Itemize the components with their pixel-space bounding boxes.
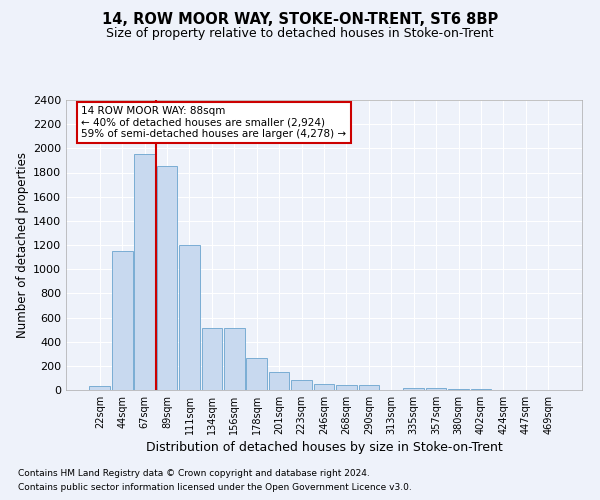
Bar bbox=[89, 386, 110, 390]
X-axis label: Distribution of detached houses by size in Stoke-on-Trent: Distribution of detached houses by size … bbox=[146, 441, 502, 454]
Bar bbox=[202, 328, 222, 390]
Bar bbox=[157, 166, 178, 390]
Bar bbox=[269, 372, 289, 390]
Text: 14, ROW MOOR WAY, STOKE-ON-TRENT, ST6 8BP: 14, ROW MOOR WAY, STOKE-ON-TRENT, ST6 8B… bbox=[102, 12, 498, 28]
Text: Contains public sector information licensed under the Open Government Licence v3: Contains public sector information licen… bbox=[18, 484, 412, 492]
Bar bbox=[314, 384, 334, 390]
Bar bbox=[224, 328, 245, 390]
Bar bbox=[403, 388, 424, 390]
Bar bbox=[291, 380, 312, 390]
Bar bbox=[179, 245, 200, 390]
Text: Contains HM Land Registry data © Crown copyright and database right 2024.: Contains HM Land Registry data © Crown c… bbox=[18, 468, 370, 477]
Bar bbox=[426, 388, 446, 390]
Text: 14 ROW MOOR WAY: 88sqm
← 40% of detached houses are smaller (2,924)
59% of semi-: 14 ROW MOOR WAY: 88sqm ← 40% of detached… bbox=[82, 106, 347, 139]
Bar bbox=[336, 385, 357, 390]
Bar bbox=[112, 251, 133, 390]
Y-axis label: Number of detached properties: Number of detached properties bbox=[16, 152, 29, 338]
Bar bbox=[134, 154, 155, 390]
Bar bbox=[247, 358, 267, 390]
Text: Size of property relative to detached houses in Stoke-on-Trent: Size of property relative to detached ho… bbox=[106, 28, 494, 40]
Bar bbox=[359, 385, 379, 390]
